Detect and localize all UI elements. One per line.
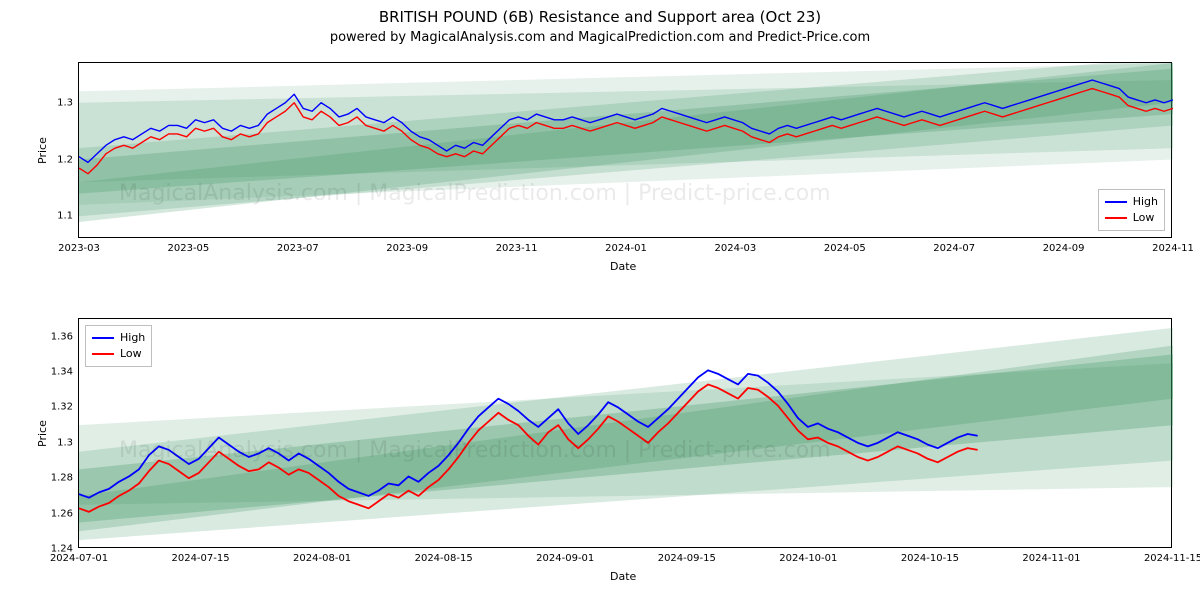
legend-label-low: Low <box>1133 210 1155 226</box>
legend-label-low: Low <box>120 346 142 362</box>
chart-title: BRITISH POUND (6B) Resistance and Suppor… <box>0 8 1200 26</box>
x-axis-title: Date <box>610 260 636 273</box>
legend-swatch-low <box>1105 217 1127 219</box>
y-axis-title: Price <box>36 420 49 447</box>
x-tick-label: 2024-09-01 <box>536 547 594 564</box>
x-tick-label: 2024-09 <box>1043 237 1085 254</box>
x-tick-label: 2024-11-01 <box>1022 547 1080 564</box>
x-tick-label: 2024-07 <box>933 237 975 254</box>
x-tick-label: 2024-10-01 <box>779 547 837 564</box>
legend-label-high: High <box>120 330 145 346</box>
x-tick-label: 2023-11 <box>496 237 538 254</box>
y-tick-label: 1.28 <box>51 473 79 484</box>
x-tick-label: 2024-09-15 <box>658 547 716 564</box>
y-tick-label: 1.1 <box>57 211 79 222</box>
x-tick-label: 2024-11 <box>1152 237 1194 254</box>
x-tick-label: 2023-05 <box>167 237 209 254</box>
x-tick-label: 2024-08-15 <box>415 547 473 564</box>
y-tick-label: 1.36 <box>51 331 79 342</box>
x-tick-label: 2024-08-01 <box>293 547 351 564</box>
x-tick-label: 2023-07 <box>277 237 319 254</box>
x-tick-label: 2024-07-15 <box>171 547 229 564</box>
x-tick-label: 2024-01 <box>605 237 647 254</box>
top-chart-panel: MagicalAnalysis.com | MagicalPrediction.… <box>78 62 1172 238</box>
y-tick-label: 1.3 <box>57 97 79 108</box>
legend-swatch-low <box>92 353 114 355</box>
bottom-chart-panel: MagicalAnalysis.com | MagicalPrediction.… <box>78 318 1172 548</box>
top-chart-svg <box>79 63 1173 239</box>
y-axis-title: Price <box>36 137 49 164</box>
x-tick-label: 2024-11-15 <box>1144 547 1200 564</box>
y-tick-label: 1.26 <box>51 508 79 519</box>
x-tick-label: 2024-03 <box>714 237 756 254</box>
legend-swatch-high <box>1105 201 1127 203</box>
legend-swatch-high <box>92 337 114 339</box>
legend-box: High Low <box>1098 189 1165 231</box>
y-tick-label: 1.3 <box>57 437 79 448</box>
x-tick-label: 2024-07-01 <box>50 547 108 564</box>
x-tick-label: 2023-03 <box>58 237 100 254</box>
bottom-chart-svg <box>79 319 1173 549</box>
y-tick-label: 1.32 <box>51 402 79 413</box>
x-axis-title: Date <box>610 570 636 583</box>
y-tick-label: 1.34 <box>51 367 79 378</box>
legend-label-high: High <box>1133 194 1158 210</box>
chart-subtitle: powered by MagicalAnalysis.com and Magic… <box>0 30 1200 45</box>
x-tick-label: 2024-05 <box>824 237 866 254</box>
y-tick-label: 1.2 <box>57 154 79 165</box>
legend-box: High Low <box>85 325 152 367</box>
x-tick-label: 2023-09 <box>386 237 428 254</box>
x-tick-label: 2024-10-15 <box>901 547 959 564</box>
